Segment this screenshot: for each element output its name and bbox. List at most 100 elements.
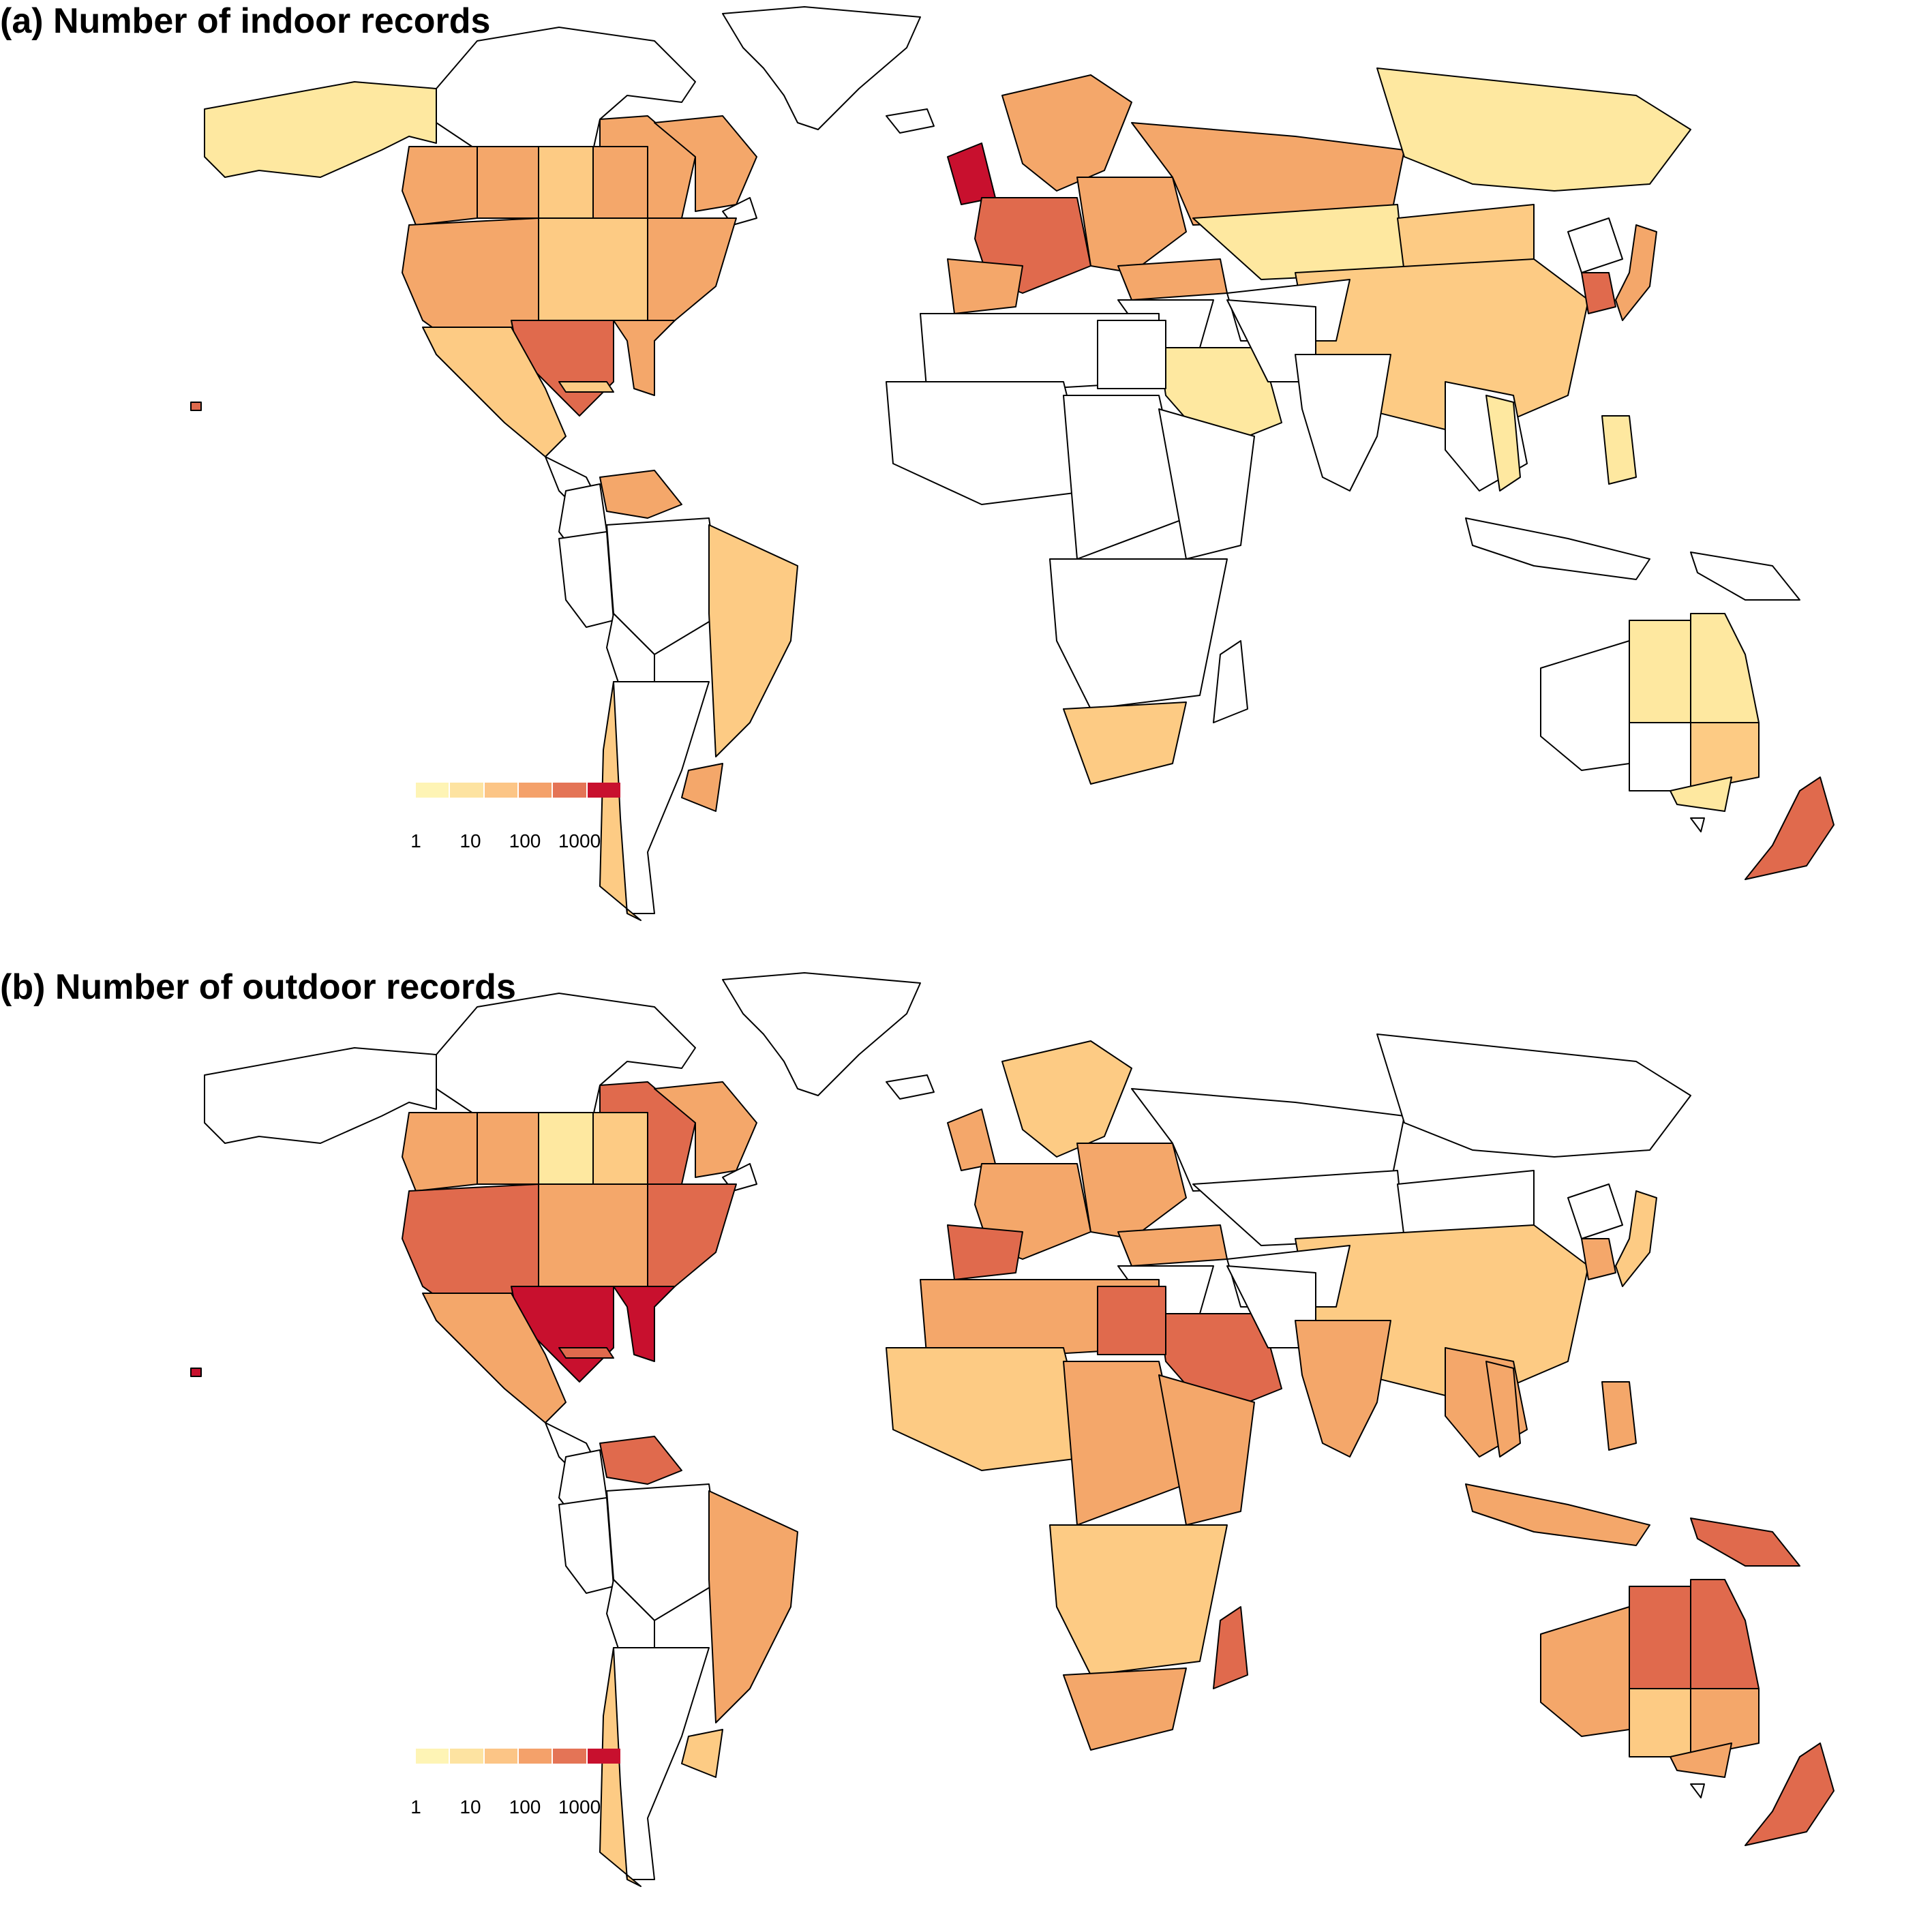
region-uruguay xyxy=(681,1729,723,1778)
legend-swatch xyxy=(518,783,554,798)
region-eastern-europe xyxy=(1076,177,1187,273)
region-new-zealand xyxy=(1745,1742,1835,1846)
region-hawaii xyxy=(190,402,202,411)
legend-swatch xyxy=(587,1749,620,1764)
region-united-kingdom xyxy=(947,1108,996,1171)
region-british-columbia xyxy=(402,146,478,226)
region-east-africa xyxy=(1158,1374,1255,1526)
legend-swatch xyxy=(450,783,485,798)
region-uruguay xyxy=(681,763,723,812)
region-united-kingdom xyxy=(947,142,996,205)
region-chile xyxy=(599,1647,642,1887)
region-egypt xyxy=(1097,1286,1166,1355)
region-north-korea xyxy=(1567,217,1623,273)
region-western-australia xyxy=(1540,640,1630,771)
region-new-zealand xyxy=(1745,776,1835,880)
region-philippines xyxy=(1601,1381,1637,1451)
legend-swatch xyxy=(416,1749,451,1764)
region-brazil-east xyxy=(708,524,798,757)
legend-tick-label: 100 xyxy=(509,1796,541,1817)
legend-tick-label: 1000 xyxy=(558,1796,601,1817)
region-south-africa xyxy=(1063,1667,1187,1751)
region-scandinavia xyxy=(1001,1040,1132,1158)
region-south-korea xyxy=(1581,1238,1616,1280)
region-queensland xyxy=(1690,1579,1760,1689)
region-south-australia xyxy=(1629,722,1691,791)
region-thailand xyxy=(1485,395,1521,492)
panel-indoor: (a) Number of indoor records 1 10 100 10… xyxy=(0,1,1835,921)
region-southern-africa xyxy=(1049,558,1228,710)
region-western-australia xyxy=(1540,1606,1630,1737)
legend-swatch xyxy=(518,1749,554,1764)
region-florida xyxy=(613,320,676,396)
legend-swatch xyxy=(484,1749,519,1764)
region-iberia xyxy=(947,258,1023,314)
map-indoor xyxy=(190,6,1835,921)
panel-outdoor: (b) Number of outdoor records 1 10 100 1… xyxy=(0,966,1932,1932)
region-turkey xyxy=(1117,258,1228,301)
legend-tick-label: 1000 xyxy=(558,830,601,851)
region-india xyxy=(1295,1320,1391,1458)
legend-swatch xyxy=(553,783,588,798)
map-outdoor xyxy=(190,972,1835,1887)
legend-tick-label: 10 xyxy=(459,830,481,851)
region-manitoba xyxy=(592,146,648,219)
region-hawaii xyxy=(190,1368,202,1377)
region-iberia xyxy=(947,1224,1023,1280)
region-queensland xyxy=(1690,613,1760,723)
legend-tick-label: 100 xyxy=(509,830,541,851)
region-alberta xyxy=(477,1112,539,1185)
region-eastern-usa xyxy=(647,217,737,321)
region-eastern-usa xyxy=(647,1183,737,1287)
region-scandinavia xyxy=(1001,74,1132,192)
region-southern-africa xyxy=(1049,1524,1228,1676)
region-greenland xyxy=(722,6,921,130)
region-new-south-wales xyxy=(1690,722,1760,791)
region-west-africa xyxy=(886,1347,1091,1471)
region-brazil-east xyxy=(708,1490,798,1723)
region-greenland xyxy=(722,972,921,1096)
region-russia-east xyxy=(1376,67,1691,192)
region-west-africa xyxy=(886,381,1091,505)
region-madagascar xyxy=(1213,1606,1248,1689)
region-peru xyxy=(558,531,614,628)
region-tasmania xyxy=(1690,817,1705,832)
region-eastern-europe xyxy=(1076,1143,1187,1239)
panel-title: (a) Number of indoor records xyxy=(0,1,491,41)
legend-swatch xyxy=(416,783,451,798)
region-papua-new-guinea xyxy=(1690,552,1800,601)
region-cuba xyxy=(558,381,614,393)
panel-title: (b) Number of outdoor records xyxy=(0,967,516,1007)
region-canada-north xyxy=(436,27,696,151)
legend-color-bar xyxy=(416,783,620,798)
region-manitoba xyxy=(592,1112,648,1185)
region-alaska xyxy=(204,1047,437,1144)
region-papua-new-guinea xyxy=(1690,1518,1800,1567)
region-south-korea xyxy=(1581,272,1616,314)
color-legend: 1 10 100 1000 xyxy=(410,1749,620,1817)
region-east-africa xyxy=(1158,408,1255,560)
region-central-usa xyxy=(538,1183,648,1287)
region-cuba xyxy=(558,1347,614,1359)
region-venezuela xyxy=(599,470,682,519)
region-indonesia xyxy=(1465,517,1650,580)
region-canada-north xyxy=(436,993,696,1117)
region-south-australia xyxy=(1629,1688,1691,1757)
color-legend: 1 10 100 1000 xyxy=(410,783,620,851)
region-venezuela xyxy=(599,1436,682,1485)
region-south-africa xyxy=(1063,701,1187,785)
region-indonesia xyxy=(1465,1483,1650,1546)
legend-swatch xyxy=(553,1749,588,1764)
region-british-columbia xyxy=(402,1112,478,1192)
region-thailand xyxy=(1485,1361,1521,1458)
region-peru xyxy=(558,1497,614,1594)
region-central-usa xyxy=(538,217,648,321)
legend-swatch xyxy=(587,783,620,798)
region-alaska xyxy=(204,81,437,178)
region-saskatchewan xyxy=(538,146,594,219)
region-philippines xyxy=(1601,415,1637,485)
region-egypt xyxy=(1097,320,1166,389)
region-russia-east xyxy=(1376,1033,1691,1158)
region-iceland xyxy=(886,108,935,134)
region-tasmania xyxy=(1690,1783,1705,1798)
